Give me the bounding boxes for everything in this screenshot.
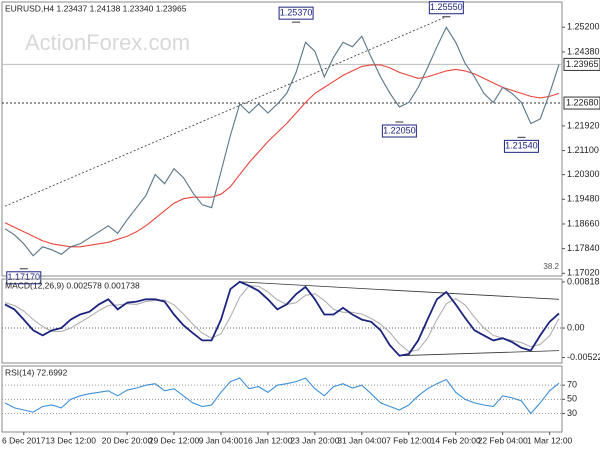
y-tick-label: 50 [567, 394, 577, 404]
y-tick-label: 1.19480 [567, 194, 600, 204]
panel-title: RSI(14) 72.6992 [5, 367, 68, 377]
x-tick-label: 1 Mar 12:00 [527, 435, 573, 445]
series-line [4, 64, 560, 248]
level-box [563, 96, 600, 110]
y-tick-label: 1.17840 [567, 243, 600, 253]
y-tick-label: 1.17020 [567, 268, 600, 278]
y-tick-label: 1.21100 [567, 145, 599, 155]
x-tick-label: 29 Dec 12:00 [149, 435, 200, 445]
x-tick-label: 16 Jan 12:00 [243, 435, 292, 445]
annotation-box [278, 6, 314, 20]
x-tick-label: 13 Dec 12:00 [45, 435, 96, 445]
y-tick-label: 1.18660 [567, 218, 600, 228]
annotation-label: 1.25370 [280, 8, 313, 18]
x-tick-label: 20 Dec 20:00 [102, 435, 153, 445]
series-line [4, 280, 560, 357]
y-tick-label: 0.00 [567, 322, 585, 332]
x-tick-label: 9 Jan 04:00 [199, 435, 244, 445]
panel-title: EURUSD,H4 1.23437 1.24138 1.23340 1.2396… [5, 3, 187, 13]
series-line [4, 26, 560, 257]
panel-frame [1, 278, 563, 364]
trendline [239, 281, 560, 300]
y-tick-label: 1.20300 [567, 169, 600, 179]
y-tick-label: -0.005223 [567, 352, 600, 362]
annotation-box [381, 124, 417, 138]
annotation-box [428, 1, 464, 15]
trendline [4, 16, 447, 207]
trendline [399, 350, 560, 357]
level-box [563, 57, 600, 71]
watermark: ActionForex.com [25, 30, 190, 55]
annotation-label: 1.21540 [505, 141, 538, 151]
y-tick-label: 1.21920 [567, 120, 600, 130]
series-line [4, 285, 560, 353]
annotation-box [503, 139, 539, 153]
y-tick-label: 30 [567, 408, 577, 418]
annotation-label: 1.25550 [430, 2, 463, 12]
y-tick-label: 0.008182 [567, 276, 600, 286]
annotation-label: 1.17170 [8, 272, 41, 282]
level-label: 1.22680 [566, 97, 599, 107]
level-label: 1.23965 [566, 59, 599, 69]
x-tick-label: 6 Dec 2017 [2, 435, 46, 445]
y-tick-label: 1.24380 [567, 46, 600, 56]
x-tick-label: 22 Feb 04:00 [478, 435, 528, 445]
x-tick-label: 7 Feb 12:00 [386, 435, 432, 445]
panel-frame [1, 1, 563, 277]
panel-title: MACD(12,26,9) 0.002578 0.001738 [5, 280, 140, 290]
annotation-box [6, 271, 42, 285]
x-tick-label: 23 Jan 20:00 [290, 435, 339, 445]
y-tick-label: 1.25200 [567, 22, 600, 32]
y-tick-label: 70 [567, 380, 577, 390]
annotation-label: 1.22050 [383, 125, 416, 135]
fib-label: 38.2 [543, 262, 559, 271]
x-tick-label: 14 Feb 20:00 [431, 435, 481, 445]
series-line [4, 377, 560, 415]
x-tick-label: 31 Jan 04:00 [337, 435, 386, 445]
